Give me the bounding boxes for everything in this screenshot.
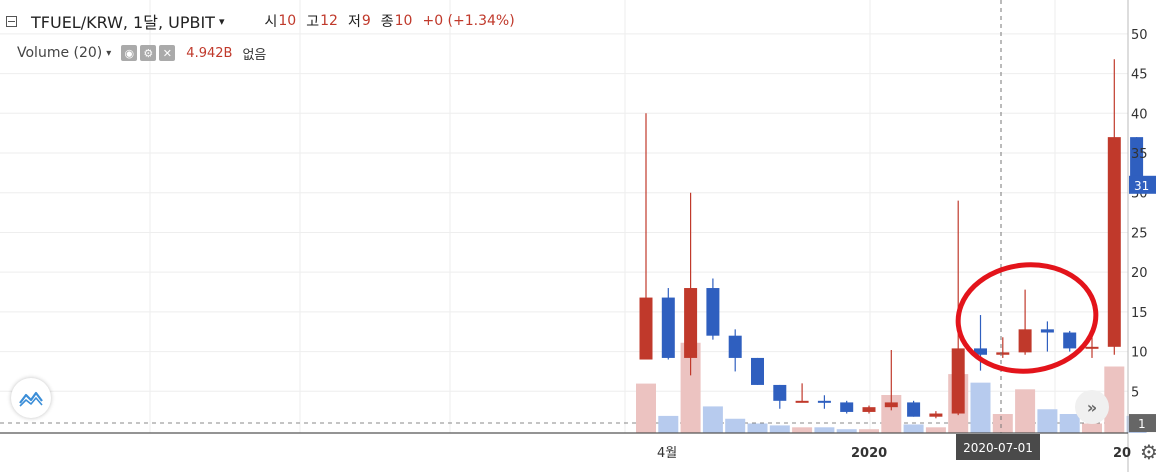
close-label: 종 [380,14,394,30]
candle-body [884,402,898,408]
volume-bar [792,427,813,433]
reference-price-box [1129,414,1156,433]
volume-status: 없음 [242,47,267,63]
eye-icon[interactable]: ◉ [121,45,138,61]
candle-body [728,335,742,358]
volume-bar [769,425,790,433]
highlight-circle [955,262,1099,374]
crosshair-date-label: 2020-07-01 [963,441,1033,455]
candle-body [862,407,876,412]
candle-body [1130,137,1144,185]
low-value: 9 [361,13,371,29]
x-tick-label: 20 [1113,446,1131,461]
volume-bar [814,427,835,433]
volume-bar [680,342,701,433]
candle-body [795,400,809,403]
chart-header: TFUEL/KRW, 1달, UPBIT ▾ 시 10 고 12 저 9 종 1… [6,8,515,34]
volume-legend: Volume (20) ▾ ◉ ⚙ ✕ 4.942B 없음 [17,42,266,64]
low-label: 저 [347,14,361,30]
volume-bar [836,429,857,433]
volume-label[interactable]: Volume (20) [17,45,103,61]
candle-body [661,297,675,358]
candle-body [996,352,1010,355]
chart-type-button[interactable] [11,378,51,418]
volume-bar [1037,409,1058,433]
candle-body [751,357,764,385]
time-axis: 4월 2020 20 [0,432,1131,461]
close-value: 10 [394,13,413,29]
grid [0,0,1128,433]
crosshair: 2020-07-01 [956,0,1040,460]
volume-bar [903,424,924,433]
volume-bar [725,418,746,433]
chevron-down-icon[interactable]: ▾ [218,14,225,28]
y-tick-label: 25 [1131,226,1148,241]
candle-body [974,348,987,355]
candle-body [1040,329,1054,333]
open-value: 10 [278,13,297,29]
high-label: 고 [306,14,320,30]
scroll-to-latest-button[interactable]: » [1075,390,1109,424]
close-icon[interactable]: ✕ [159,45,176,61]
candle-body [929,413,943,417]
candle-body [684,288,698,358]
candle-body [706,288,720,336]
y-tick-label: 10 [1131,346,1148,361]
candle-body [840,402,854,412]
y-tick-label: 45 [1131,68,1148,83]
candles [639,59,1144,419]
candle-body [639,297,653,360]
x-tick-label: 2020 [851,446,887,461]
volume-bar [1082,423,1102,433]
collapse-icon[interactable] [6,15,17,27]
change-value: +0 (+1.34%) [422,13,515,29]
volume-bar [992,414,1013,433]
chevron-down-icon[interactable]: ▾ [106,47,112,59]
reference-price-label: 1 [1138,417,1146,431]
gear-icon[interactable]: ⚙ [140,45,157,61]
candle-body [1107,137,1121,347]
settings-gear-icon[interactable]: ⚙ [1140,440,1156,464]
y-tick-label: 20 [1131,266,1148,281]
candle-body [773,384,787,401]
candle-body [1085,346,1099,349]
volume-value: 4.942B [186,45,233,61]
symbol-title[interactable]: TFUEL/KRW, 1달, UPBIT [31,13,215,32]
current-price-label: 31 [1134,179,1149,193]
candle-body [907,402,921,417]
crosshair-date-box [956,434,1040,460]
y-tick-label: 15 [1131,306,1148,321]
x-tick-label: 4월 [657,446,677,461]
high-value: 12 [320,13,338,29]
candle-body [951,348,965,414]
volume-bar [1104,366,1125,433]
volume-bar [658,415,679,433]
open-label: 시 [264,14,278,30]
candle-body [1018,329,1032,353]
volume-bar [1015,389,1036,433]
volume-bar [925,427,946,433]
volume-bar [702,406,723,433]
y-tick-label: 5 [1131,385,1139,400]
y-tick-label: 50 [1131,28,1148,43]
volume-bar [747,423,768,433]
candle-body [817,400,831,403]
y-tick-label: 35 [1131,147,1148,162]
volume-bar [636,383,656,433]
candle-body [1063,332,1077,349]
volume-bar [859,429,879,433]
volume-bar [1059,414,1080,433]
y-tick-label: 40 [1131,107,1148,122]
volume-bar [970,382,991,433]
current-price-box [1129,175,1156,194]
area-chart-icon [19,391,43,407]
